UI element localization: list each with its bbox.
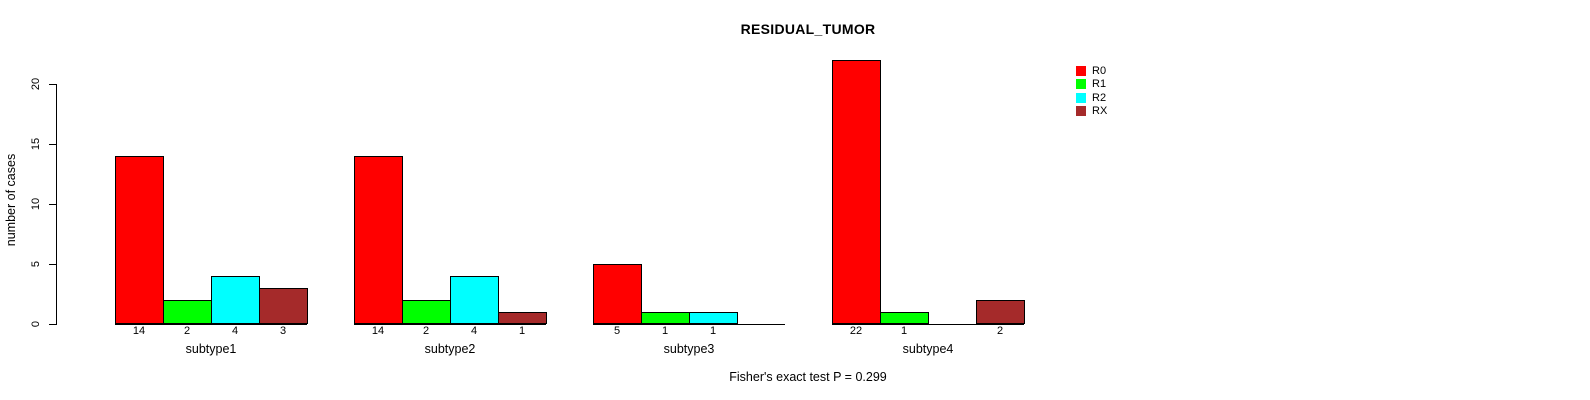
x-category-label-subtype4: subtype4 [902,342,954,356]
y-tick-mark [49,204,57,205]
x-category-label-subtype1: subtype1 [185,342,237,356]
bar-r2-subtype1 [211,276,260,324]
bar-r0-subtype1 [115,156,164,324]
bar-r1-subtype1 [163,300,212,324]
legend-item-r1: R1 [1076,78,1107,91]
bar-r1-subtype4 [880,312,929,324]
legend-item-rx: RX [1076,105,1108,118]
bar-count-r0-subtype2: 14 [371,325,385,337]
y-tick-mark [49,84,57,85]
fisher-test-annotation: Fisher's exact test P = 0.299 [729,370,887,384]
bar-r0-subtype3 [593,264,642,324]
bar-count-r2-subtype1: 4 [231,325,239,337]
y-tick-mark [49,264,57,265]
bar-r2-subtype3 [689,312,738,324]
y-tick-label: 0 [30,320,42,328]
y-tick-mark [49,324,57,325]
y-tick-label: 15 [30,137,42,151]
bar-rx-subtype1 [259,288,308,324]
bar-count-r1-subtype2: 2 [422,325,430,337]
bar-count-rx-subtype1: 3 [279,325,287,337]
bar-r0-subtype4 [832,60,881,324]
x-category-label-subtype2: subtype2 [424,342,476,356]
bar-rx-subtype2 [498,312,547,324]
bar-count-rx-subtype4: 2 [996,325,1004,337]
bar-count-r1-subtype1: 2 [183,325,191,337]
y-axis-title: number of cases [4,153,18,247]
legend-label-r1: R1 [1092,78,1107,91]
group-baseline-subtype4 [832,324,1024,325]
x-category-label-subtype3: subtype3 [663,342,715,356]
bar-count-r2-subtype3: 1 [709,325,717,337]
bar-count-r0-subtype1: 14 [132,325,146,337]
bar-count-r2-subtype2: 4 [470,325,478,337]
legend-label-r0: R0 [1092,65,1107,77]
bar-r1-subtype2 [402,300,451,324]
group-baseline-subtype2 [354,324,546,325]
bar-count-r0-subtype4: 22 [849,325,863,337]
y-tick-label: 10 [30,197,42,211]
legend-swatch-r1 [1076,79,1086,90]
bar-r0-subtype2 [354,156,403,324]
bar-count-r0-subtype3: 5 [613,325,621,337]
bar-r1-subtype3 [641,312,690,324]
group-baseline-subtype1 [115,324,307,325]
legend-item-r0: R0 [1076,65,1107,77]
legend-swatch-rx [1076,106,1086,117]
y-tick-label: 20 [30,77,42,91]
legend-label-rx: RX [1092,105,1108,118]
legend-item-r2: R2 [1076,91,1107,104]
chart-legend: R0 R1 R2 RX [1076,66,1107,120]
y-tick-label: 5 [30,260,42,268]
bar-count-r1-subtype3: 1 [661,325,669,337]
group-baseline-subtype3 [593,324,785,325]
bar-count-rx-subtype2: 1 [518,325,526,337]
bar-rx-subtype4 [976,300,1025,324]
legend-swatch-r0 [1076,66,1086,76]
bar-r2-subtype2 [450,276,499,324]
legend-swatch-r2 [1076,92,1086,103]
legend-label-r2: R2 [1092,91,1107,104]
bar-count-r1-subtype4: 1 [900,325,908,337]
y-tick-mark [49,144,57,145]
chart-title: RESIDUAL_TUMOR [740,21,876,37]
